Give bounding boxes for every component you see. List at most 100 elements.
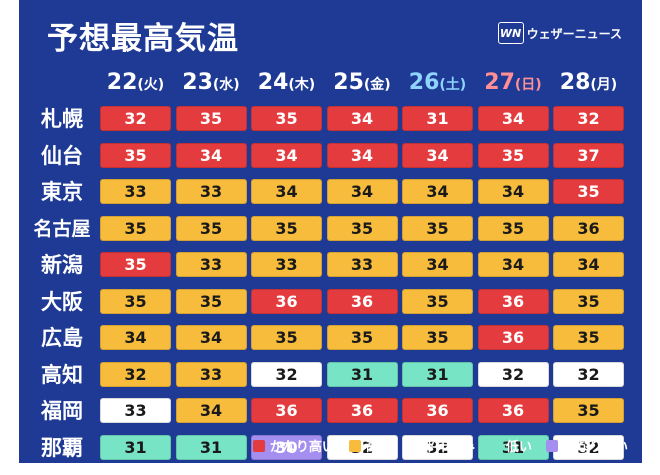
day-header: 26(土) (400, 70, 475, 95)
legend-label: 高い (365, 440, 392, 455)
temperature-cell: 35 (553, 325, 624, 350)
brand-name: ウェザーニュース (526, 26, 622, 41)
day-weekday: (木) (288, 77, 316, 93)
day-number: 22 (106, 70, 138, 95)
temperature-cell: 35 (175, 215, 247, 241)
temperature-cell: 35 (100, 215, 171, 241)
temperature-cell: 34 (553, 252, 624, 277)
legend-swatch-icon (252, 439, 265, 452)
legend-item: かなり高い (252, 436, 335, 455)
legend-item: かなり低い (545, 436, 628, 455)
temperature-cell: 35 (100, 252, 171, 277)
temperature-cell: 33 (175, 179, 247, 204)
temperature-cell: 32 (553, 361, 624, 387)
day-header: 27(日) (476, 70, 551, 95)
temperature-cell: 34 (175, 398, 247, 423)
temperature-cell: 35 (402, 215, 473, 241)
city-name: 札幌 (41, 107, 83, 131)
temperature-cell: 35 (477, 215, 549, 241)
day-number: 25 (333, 70, 364, 95)
temperature-cell: 34 (402, 252, 473, 277)
temperature-cell: 36 (477, 325, 549, 350)
day-weekday: (月) (590, 77, 618, 93)
temperature-cell: 33 (100, 398, 171, 423)
temperature-cell: 33 (251, 252, 322, 277)
brand: WN ウェザーニュース (497, 22, 622, 44)
temperature-cell: 32 (553, 434, 624, 460)
temperature-cell: 36 (326, 398, 398, 423)
temperature-cell: 36 (251, 288, 322, 314)
legend-label: かなり高い (269, 440, 335, 455)
city-name: 那覇 (41, 435, 83, 460)
day-header: 22(火) (98, 70, 173, 95)
temperature-cell: 31 (100, 434, 171, 460)
day-header: 28(月) (551, 70, 626, 95)
temperature-cell: 36 (477, 398, 549, 423)
legend-item: 高い (348, 436, 392, 455)
temperature-cell: 34 (251, 142, 322, 168)
temperature-cell: 34 (477, 106, 549, 131)
temperature-cell: 34 (326, 106, 398, 131)
temperature-cell: 35 (251, 106, 322, 131)
legend-swatch-icon (405, 439, 418, 452)
temperature-cell: 35 (402, 325, 473, 350)
brand-logo-icon: WN (497, 22, 524, 44)
day-weekday: (土) (439, 77, 467, 93)
temperature-cell: 32 (326, 434, 398, 460)
legend-swatch-icon (488, 439, 501, 452)
temperature-cell: 34 (251, 179, 322, 204)
temperature-cell: 32 (553, 106, 624, 131)
city-name: 広島 (41, 326, 83, 350)
temperature-cell: 34 (477, 252, 549, 277)
temperature-cell: 34 (477, 179, 549, 204)
day-number: 24 (257, 70, 289, 95)
city-name: 福岡 (41, 399, 83, 423)
temperature-cell: 36 (251, 398, 322, 423)
city-name: 仙台 (41, 143, 83, 168)
temperature-cell: 33 (326, 252, 398, 277)
temperature-cell: 35 (553, 288, 624, 314)
bottom-bar (0, 463, 660, 475)
temperature-cell: 35 (251, 325, 322, 350)
temperature-cell: 34 (402, 142, 473, 168)
temperature-cell: 35 (251, 215, 322, 241)
temperature-cell: 36 (553, 215, 624, 241)
temperature-cell: 35 (100, 288, 171, 314)
temperature-cell: 32 (100, 106, 171, 131)
temperature-cell: 34 (326, 179, 398, 204)
temperature-cell: 34 (175, 325, 247, 350)
temperature-cell: 35 (553, 398, 624, 423)
forecast-board: 予想最高気温 WN ウェザーニュース 22(火) 23(水) 24(木) 25(金) 2… (19, 0, 642, 463)
temperature-cell: 33 (175, 361, 247, 387)
temperature-cell: 31 (326, 361, 398, 387)
day-number: 23 (182, 70, 213, 95)
temperature-cell: 34 (100, 325, 171, 350)
page-title: 予想最高気温 (47, 21, 239, 57)
day-weekday: (金) (363, 77, 391, 93)
city-name: 東京 (41, 180, 83, 204)
temperature-cell: 35 (553, 179, 624, 204)
temperature-cell: 32 (251, 361, 322, 387)
temperature-cell: 33 (100, 179, 171, 204)
legend-swatch-icon (545, 439, 558, 452)
city-name: 新潟 (41, 253, 83, 277)
temperature-cell: 32 (100, 361, 171, 387)
temperature-cell: 35 (402, 288, 473, 314)
temperature-cell: 31 (402, 361, 473, 387)
day-number: 28 (559, 70, 591, 95)
city-name: 名古屋 (33, 217, 91, 240)
legend-label: かなり低い (562, 440, 628, 455)
temperature-cell: 34 (326, 142, 398, 168)
legend: かなり高い 高い 平年並み 低い かなり低い (239, 436, 628, 455)
legend-label: 低い (505, 440, 532, 455)
day-number: 27 (484, 70, 515, 95)
temperature-cell: 35 (477, 142, 549, 168)
temperature-cell: 34 (402, 179, 473, 204)
city-name: 大阪 (41, 289, 83, 314)
day-weekday: (火) (137, 77, 165, 93)
temperature-cell: 35 (100, 142, 171, 168)
legend-label: 平年並み (422, 440, 475, 455)
temperature-cell: 36 (326, 288, 398, 314)
temperature-cell: 33 (175, 252, 247, 277)
temperature-cell: 35 (326, 215, 398, 241)
